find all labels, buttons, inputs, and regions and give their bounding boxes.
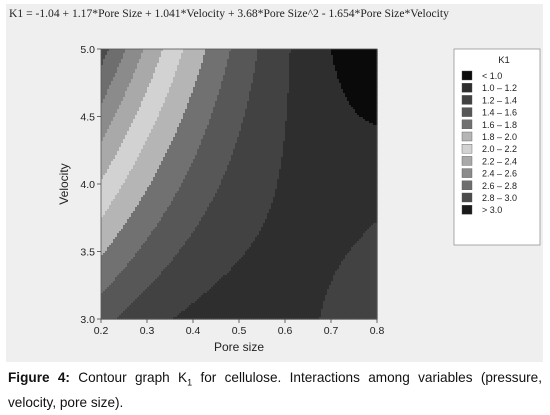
chart-title-equation: K1 = -1.04 + 1.17*Pore Size + 1.041*Velo… bbox=[9, 7, 449, 20]
legend-label: 1.2 – 1.4 bbox=[482, 95, 517, 105]
y-axis-label: Velocity bbox=[57, 163, 71, 204]
legend-label: 2.6 – 2.8 bbox=[482, 181, 517, 191]
x-tick-label: 0.7 bbox=[324, 325, 339, 337]
x-tick-label: 0.6 bbox=[278, 325, 293, 337]
caption-text-1: Contour graph K bbox=[78, 370, 188, 385]
figure-panel: K1 = -1.04 + 1.17*Pore Size + 1.041*Velo… bbox=[6, 4, 543, 362]
legend-swatch bbox=[461, 70, 473, 81]
x-tick-label: 0.4 bbox=[186, 325, 201, 337]
legend-swatch bbox=[461, 204, 473, 215]
legend-label: 2.0 – 2.2 bbox=[482, 144, 517, 154]
legend-label: 1.4 – 1.6 bbox=[482, 108, 517, 118]
legend-swatch bbox=[461, 107, 473, 117]
figure-caption: Figure 4: Contour graph K1 for cellulose… bbox=[8, 368, 542, 413]
y-tick-label: 4.0 bbox=[80, 179, 95, 191]
legend-label: 1.8 – 2.0 bbox=[482, 132, 517, 142]
legend-swatch bbox=[461, 82, 473, 93]
legend-label: 1.6 – 1.8 bbox=[482, 120, 517, 130]
legend-swatch bbox=[461, 156, 473, 166]
legend-swatch bbox=[461, 192, 473, 203]
y-tick-label: 3.5 bbox=[80, 247, 95, 259]
legend-swatch bbox=[461, 95, 473, 105]
y-tick-label: 3.0 bbox=[80, 314, 95, 326]
y-tick-label: 5.0 bbox=[80, 44, 95, 56]
legend-label: 1.0 – 1.2 bbox=[482, 83, 517, 93]
caption-text-2: for cellulose. Interactions among variab… bbox=[8, 370, 543, 410]
x-axis-label: Pore size bbox=[214, 340, 264, 354]
x-tick-label: 0.5 bbox=[232, 325, 247, 337]
contour-chart: 0.2 0.3 0.4 0.5 0.6 0.7 0.8 3.0 3.5 4.0 4.5 5.0 Pore… bbox=[57, 44, 541, 354]
x-tick-label: 0.2 bbox=[94, 325, 109, 337]
legend-swatch bbox=[461, 168, 473, 178]
legend-swatch bbox=[461, 119, 473, 130]
caption-label: Figure 4: bbox=[8, 370, 70, 385]
legend-swatch bbox=[461, 143, 473, 154]
legend-title: K1 bbox=[498, 55, 510, 66]
x-tick-label: 0.3 bbox=[140, 325, 155, 337]
contour-fill bbox=[101, 49, 378, 320]
legend-label: 2.8 – 3.0 bbox=[482, 193, 517, 203]
caption-subscript: 1 bbox=[187, 377, 193, 388]
x-tick-label: 0.8 bbox=[370, 325, 385, 337]
y-tick-label: 4.5 bbox=[80, 112, 95, 124]
legend-label: 2.4 – 2.6 bbox=[482, 169, 517, 179]
legend-label: > 3.0 bbox=[482, 205, 502, 215]
legend-swatch bbox=[461, 180, 473, 191]
legend-swatch bbox=[461, 131, 473, 142]
legend-label: < 1.0 bbox=[482, 71, 502, 81]
legend-label: 2.2 – 2.4 bbox=[482, 156, 517, 166]
